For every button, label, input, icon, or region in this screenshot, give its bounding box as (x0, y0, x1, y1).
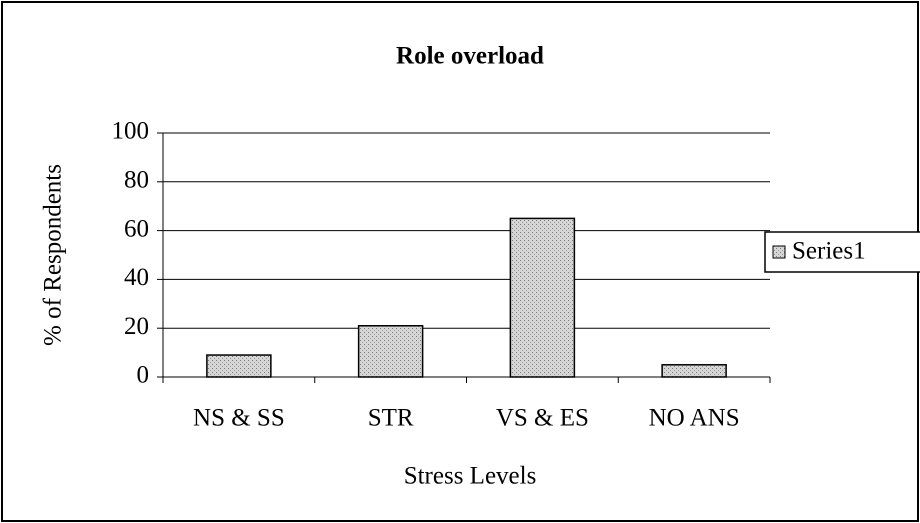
y-tick-label: 40 (124, 264, 149, 291)
bar (357, 325, 424, 378)
y-tick-label: 100 (112, 118, 150, 145)
y-tick-label: 0 (137, 362, 150, 389)
y-tick-label: 60 (124, 215, 149, 242)
bar (509, 217, 576, 378)
legend-label: Series1 (792, 238, 866, 265)
x-tick-label: STR (368, 405, 414, 432)
x-tick-label: VS & ES (496, 405, 589, 432)
x-axis-label: Stress Levels (404, 463, 537, 490)
y-axis-label: % of Respondents (40, 164, 67, 346)
legend-swatch (772, 245, 786, 259)
bar (661, 364, 727, 378)
x-tick-label: NO ANS (649, 405, 740, 432)
legend (764, 231, 920, 273)
chart-title: Role overload (396, 43, 544, 70)
bar (206, 354, 272, 378)
y-tick-label: 80 (124, 167, 149, 194)
y-tick-label: 20 (124, 313, 149, 340)
x-tick-label: NS & SS (193, 405, 285, 432)
